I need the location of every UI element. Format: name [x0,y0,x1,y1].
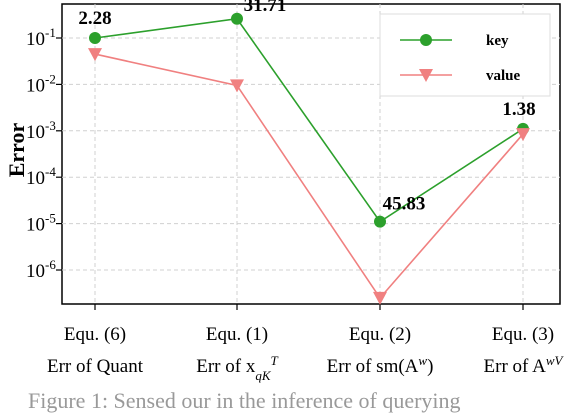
point-value [373,291,387,305]
point-key [374,215,386,228]
data-label: 31.71 [244,0,287,16]
legend-box [379,13,551,97]
series-line-value [94,53,524,300]
series-lines [94,17,524,300]
x-tick-sublabel: Err of AwV [484,353,565,378]
x-tick-label: Equ. (6) [64,324,126,345]
legend-label-value: value [486,68,521,84]
markers [88,12,530,305]
x-tick-sublabel: Err of sm(Aw) [327,353,434,378]
y-tick-label: 10-6 [26,257,56,282]
y-tick-label: 10-2 [26,71,56,96]
point-key [231,12,243,25]
x-tick-label: Equ. (3) [492,324,554,345]
point-labels: 2.28 31.71 45.83 1.38 [78,0,535,215]
point-value [88,48,102,62]
point-value [516,128,530,142]
x-tick-sublabel: Err of xqKT [196,353,278,383]
x-axis-ticks: Equ. (6) Err of Quant Equ. (1) Err of xqKT E… [47,304,565,383]
legend-marker-value [419,69,433,82]
y-tick-label: 10-4 [26,164,56,189]
legend-label-key: key [486,33,509,49]
x-tick-sublabel: Err of Quant [47,356,144,377]
data-label: 1.38 [502,99,535,120]
y-axis-ticks: 10-1 10-2 10-3 10-4 10-5 10-6 [26,25,62,282]
y-tick-label: 10-1 [26,25,56,50]
legend: key value [379,13,551,97]
x-tick-label: Equ. (2) [349,324,411,345]
x-tick-label: Equ. (1) [206,324,268,345]
series-line-key [94,17,524,223]
figure-caption: Figure 1: Sensed our in the inference of… [28,388,461,413]
data-label: 45.83 [383,194,426,215]
y-tick-label: 10-3 [26,118,56,143]
point-key [89,32,101,44]
y-axis-label: Error [4,122,29,177]
plot-frame [61,3,561,305]
point-value [230,79,244,93]
data-label: 2.28 [78,8,111,29]
y-tick-label: 10-5 [26,211,56,236]
legend-marker-key [420,34,432,46]
